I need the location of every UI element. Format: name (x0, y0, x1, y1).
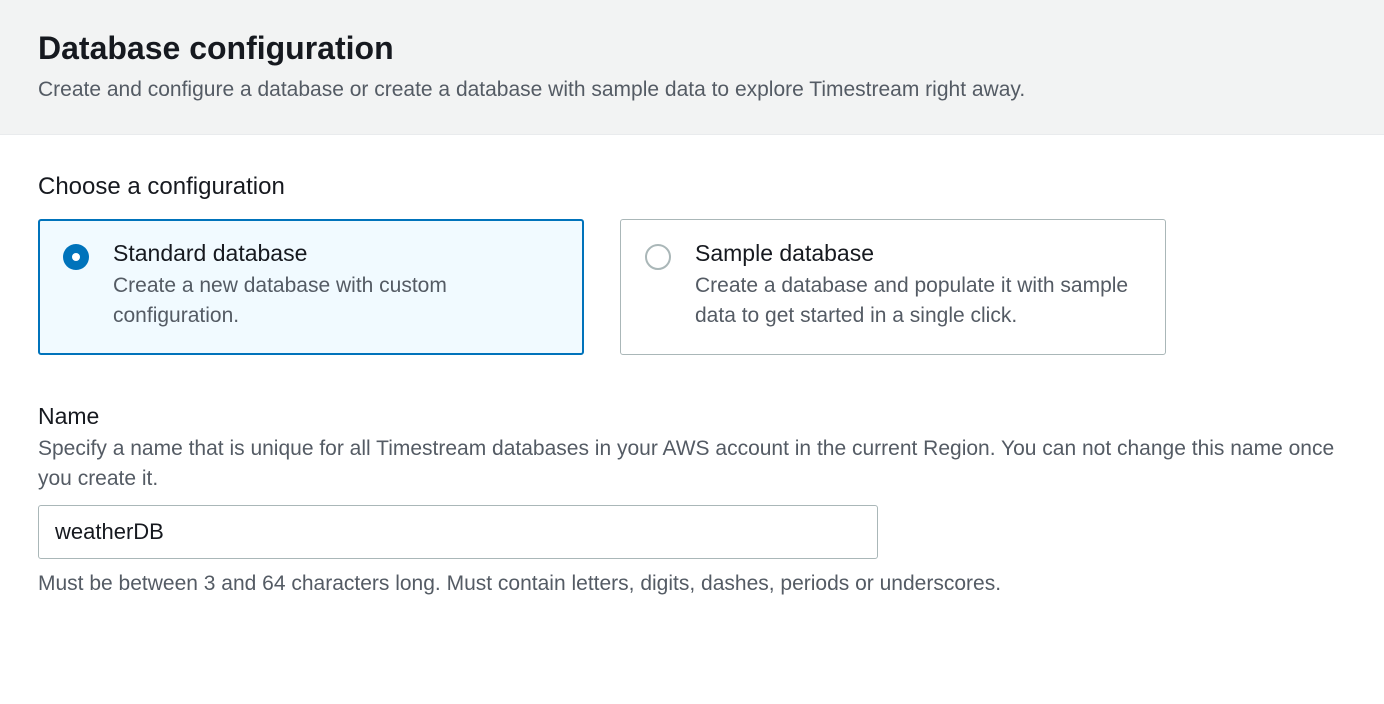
page-title: Database configuration (38, 30, 1346, 67)
name-field-constraint: Must be between 3 and 64 characters long… (38, 569, 1346, 598)
header-section: Database configuration Create and config… (0, 0, 1384, 135)
page-subtitle: Create and configure a database or creat… (38, 75, 1346, 104)
radio-checked-icon (63, 244, 89, 270)
option-description: Create a new database with custom config… (113, 271, 559, 330)
configuration-options: Standard database Create a new database … (38, 219, 1346, 355)
database-name-input[interactable] (38, 505, 878, 559)
standard-database-option[interactable]: Standard database Create a new database … (38, 219, 584, 355)
name-field-label: Name (38, 403, 1346, 430)
sample-database-option[interactable]: Sample database Create a database and po… (620, 219, 1166, 355)
radio-unchecked-icon (645, 244, 671, 270)
configuration-section-label: Choose a configuration (38, 173, 1346, 201)
option-title: Sample database (695, 240, 1141, 267)
content-section: Choose a configuration Standard database… (0, 135, 1384, 628)
name-field-group: Name Specify a name that is unique for a… (38, 403, 1346, 598)
radio-content: Sample database Create a database and po… (695, 240, 1141, 330)
option-title: Standard database (113, 240, 559, 267)
name-field-help: Specify a name that is unique for all Ti… (38, 434, 1346, 493)
radio-content: Standard database Create a new database … (113, 240, 559, 330)
option-description: Create a database and populate it with s… (695, 271, 1141, 330)
